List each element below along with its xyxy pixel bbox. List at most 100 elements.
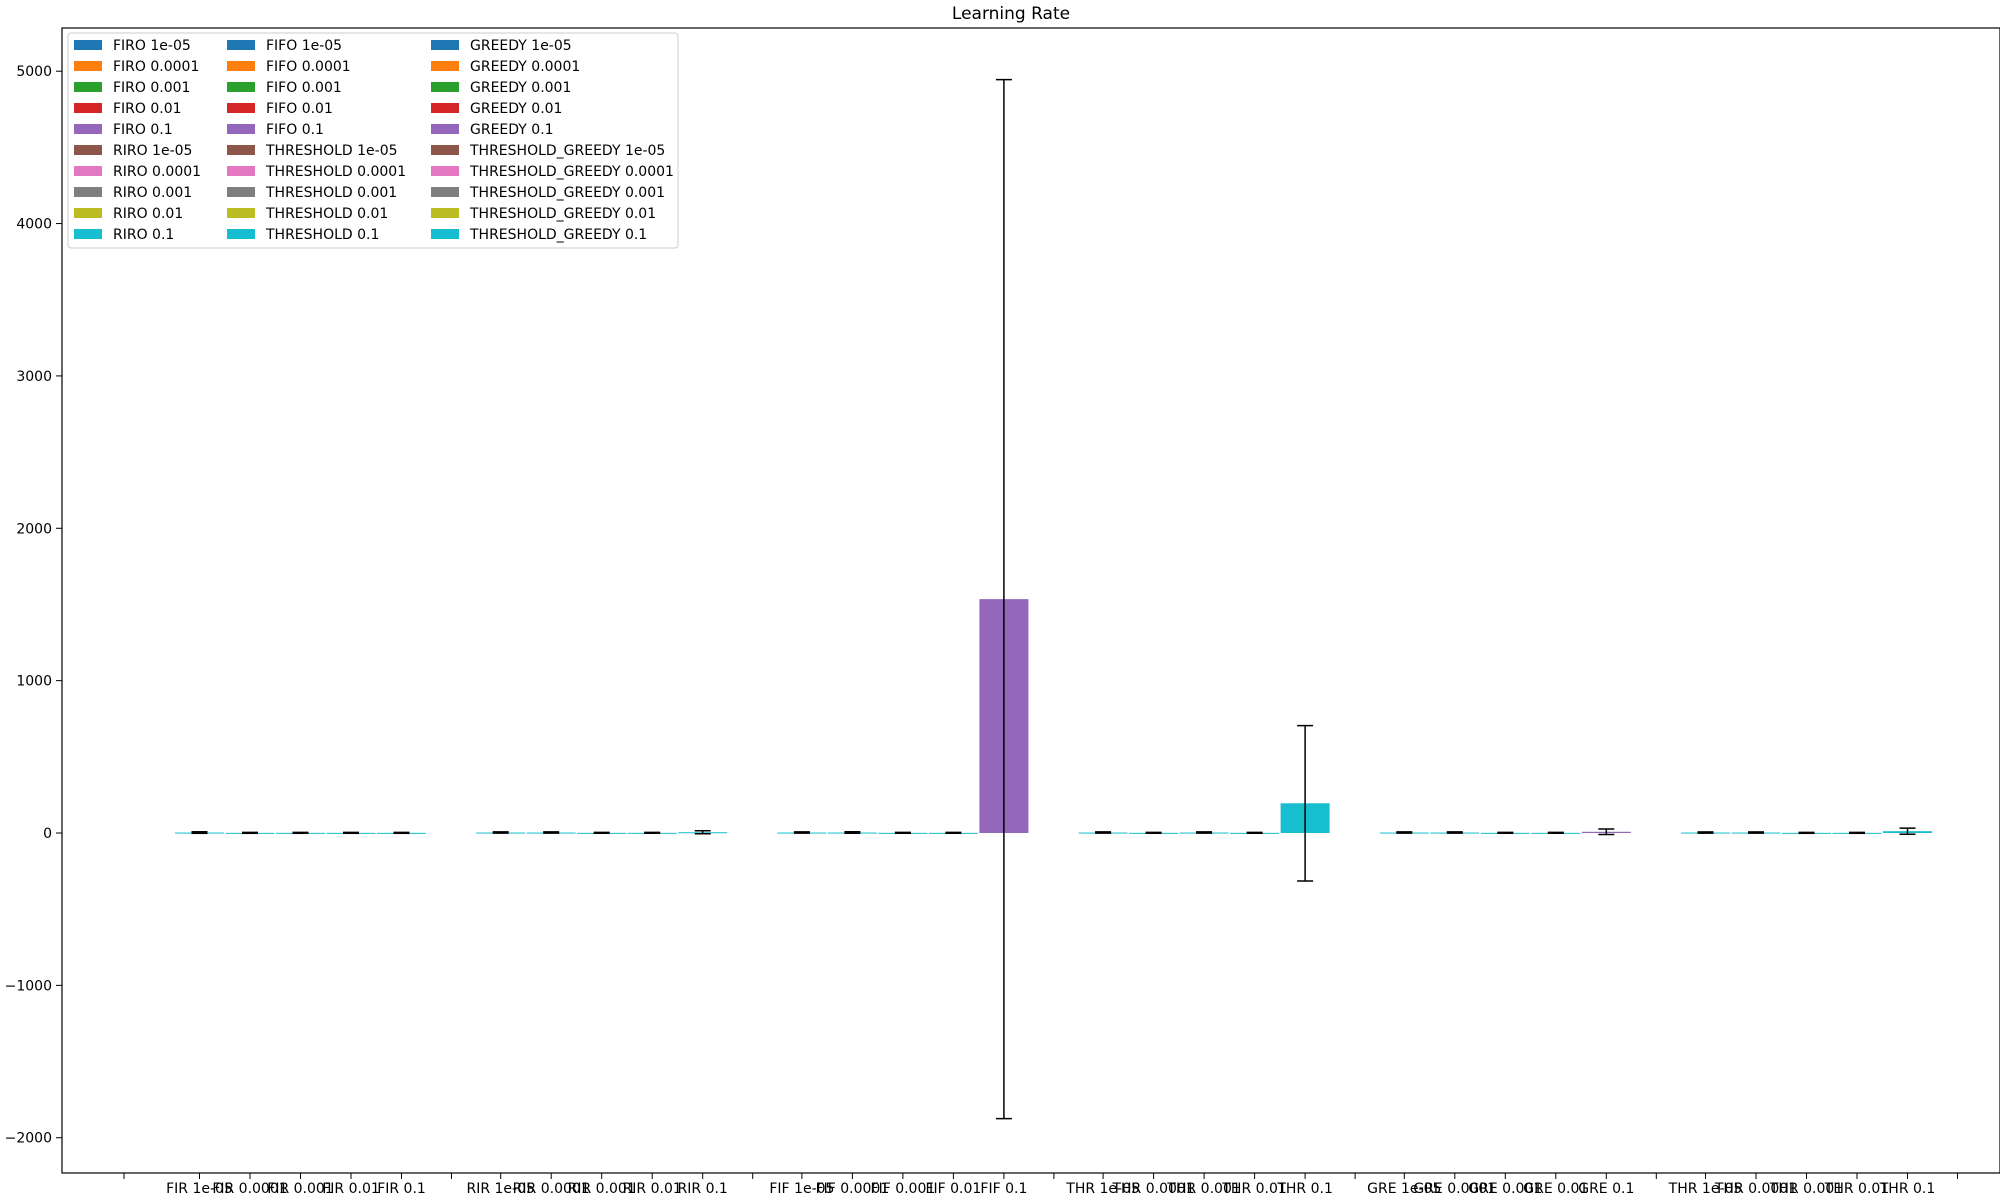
legend-label: THRESHOLD_GREEDY 0.001 <box>469 185 665 201</box>
legend-label: FIRO 0.1 <box>113 122 173 138</box>
x-tick-label: THR 1e-05 <box>1065 1181 1140 1197</box>
y-axis: −2000 −1000 0 1000 2000 3000 4000 5000 <box>5 64 62 1147</box>
legend-swatch <box>227 61 255 71</box>
legend-swatch <box>431 82 459 92</box>
y-tick-label: 4000 <box>16 217 52 233</box>
legend-label: GREEDY 0.1 <box>470 122 554 138</box>
legend-swatch <box>74 40 102 50</box>
x-tick-label: GRE 0.01 <box>1523 1181 1588 1197</box>
x-tick-label: RIR 0.001 <box>568 1181 636 1197</box>
legend-label: FIFO 1e-05 <box>266 38 342 54</box>
x-tick-label: THR 0.0001 <box>1111 1181 1194 1197</box>
x-tick-label: FIR 0.1 <box>377 1181 426 1197</box>
x-tick-label: FIF 0.01 <box>925 1181 981 1197</box>
x-tick-label: RIR 0.1 <box>678 1181 728 1197</box>
legend-label: RIRO 0.01 <box>113 206 183 222</box>
legend-swatch <box>227 82 255 92</box>
x-tick-label: THR 0.001 <box>1166 1181 1240 1197</box>
x-tick-label: FIR 1e-05 <box>166 1181 233 1197</box>
legend-swatch <box>74 82 102 92</box>
x-tick-label: FIF 0.0001 <box>816 1181 890 1197</box>
legend-label: THRESHOLD_GREEDY 0.1 <box>469 227 647 243</box>
legend-label: FIRO 0.001 <box>113 80 190 96</box>
legend-label: THRESHOLD 0.1 <box>265 227 379 243</box>
x-tick-label: THR 0.01 <box>1221 1181 1286 1197</box>
x-tick-label: RIR 1e-05 <box>466 1181 534 1197</box>
x-tick-label: FIF 0.001 <box>871 1181 936 1197</box>
y-tick-label: 5000 <box>16 64 52 80</box>
legend-label: FIRO 0.01 <box>113 101 182 117</box>
legend-swatch <box>431 187 459 197</box>
bars-layer <box>175 599 1932 834</box>
x-tick-label: FIR 0.01 <box>322 1181 380 1197</box>
legend-label: FIFO 0.01 <box>266 101 333 117</box>
legend-swatch <box>74 124 102 134</box>
legend-label: RIRO 1e-05 <box>113 143 192 159</box>
x-tick-label: RIR 0.01 <box>623 1181 682 1197</box>
legend-label: GREEDY 0.01 <box>470 101 562 117</box>
y-tick-label: 2000 <box>16 521 52 537</box>
legend-swatch <box>227 208 255 218</box>
x-tick-label: RIR 0.0001 <box>513 1181 590 1197</box>
legend-swatch <box>431 145 459 155</box>
legend-swatch <box>227 187 255 197</box>
legend-label: GREEDY 1e-05 <box>470 38 572 54</box>
legend-swatch <box>227 166 255 176</box>
legend-swatch <box>74 229 102 239</box>
legend-swatch <box>227 40 255 50</box>
y-tick-label: 3000 <box>16 369 52 385</box>
legend-swatch <box>227 124 255 134</box>
legend-label: GREEDY 0.0001 <box>470 59 580 75</box>
x-tick-label: GRE 0.1 <box>1578 1181 1634 1197</box>
y-tick-label: −1000 <box>5 978 52 994</box>
x-tick-label: FIF 0.1 <box>980 1181 1027 1197</box>
x-tick-label: GRE 0.001 <box>1468 1181 1542 1197</box>
legend-label: FIFO 0.0001 <box>266 59 351 75</box>
legend-swatch <box>431 208 459 218</box>
legend-label: FIFO 0.001 <box>266 80 342 96</box>
y-tick-label: −2000 <box>5 1131 52 1147</box>
legend-label: THRESHOLD_GREEDY 0.0001 <box>469 164 674 180</box>
x-tick-label: GRE 1e-05 <box>1367 1181 1441 1197</box>
legend-swatch <box>74 166 102 176</box>
legend-label: FIRO 0.0001 <box>113 59 199 75</box>
legend-swatch <box>431 124 459 134</box>
legend-box <box>67 32 679 249</box>
legend-label: RIRO 0.0001 <box>113 164 201 180</box>
x-tick-label: THR 0.1 <box>1276 1181 1333 1197</box>
legend-swatch <box>74 145 102 155</box>
legend-swatch <box>74 187 102 197</box>
legend-label: RIRO 0.1 <box>113 227 174 243</box>
x-tick-label: THR 0.01 <box>1824 1181 1889 1197</box>
x-tick-label: FIR 0.001 <box>267 1181 333 1197</box>
legend-swatch <box>227 145 255 155</box>
legend-swatch <box>227 229 255 239</box>
legend-swatch <box>431 103 459 113</box>
legend-label: THRESHOLD 0.0001 <box>265 164 406 180</box>
x-tick-label: THR 0.0001 <box>1714 1181 1797 1197</box>
legend-label: FIFO 0.1 <box>266 122 324 138</box>
legend-label: FIRO 1e-05 <box>113 38 191 54</box>
legend-label: THRESHOLD 1e-05 <box>265 143 398 159</box>
chart-title: Learning Rate <box>952 4 1070 24</box>
legend-swatch <box>431 40 459 50</box>
legend-swatch <box>74 61 102 71</box>
legend-swatch <box>431 61 459 71</box>
legend-label: GREEDY 0.001 <box>470 80 571 96</box>
legend: FIRO 1e-05 FIRO 0.0001 FIRO 0.001 FIRO 0.01… <box>67 32 679 249</box>
x-tick-label: THR 0.1 <box>1879 1181 1936 1197</box>
legend-swatch <box>227 103 255 113</box>
legend-swatch <box>74 103 102 113</box>
error-bars-layer <box>191 78 1916 1120</box>
plot-frame <box>61 27 2000 1174</box>
legend-swatch <box>431 229 459 239</box>
x-tick-label: FIR 0.0001 <box>212 1181 287 1197</box>
x-tick-label: FIF 1e-05 <box>769 1181 834 1197</box>
legend-label: THRESHOLD 0.001 <box>265 185 397 201</box>
x-tick-label: GRE 0.0001 <box>1413 1181 1496 1197</box>
x-tick-label: THR 1e-05 <box>1668 1181 1743 1197</box>
y-tick-label: 0 <box>43 826 52 842</box>
legend-swatch <box>74 208 102 218</box>
